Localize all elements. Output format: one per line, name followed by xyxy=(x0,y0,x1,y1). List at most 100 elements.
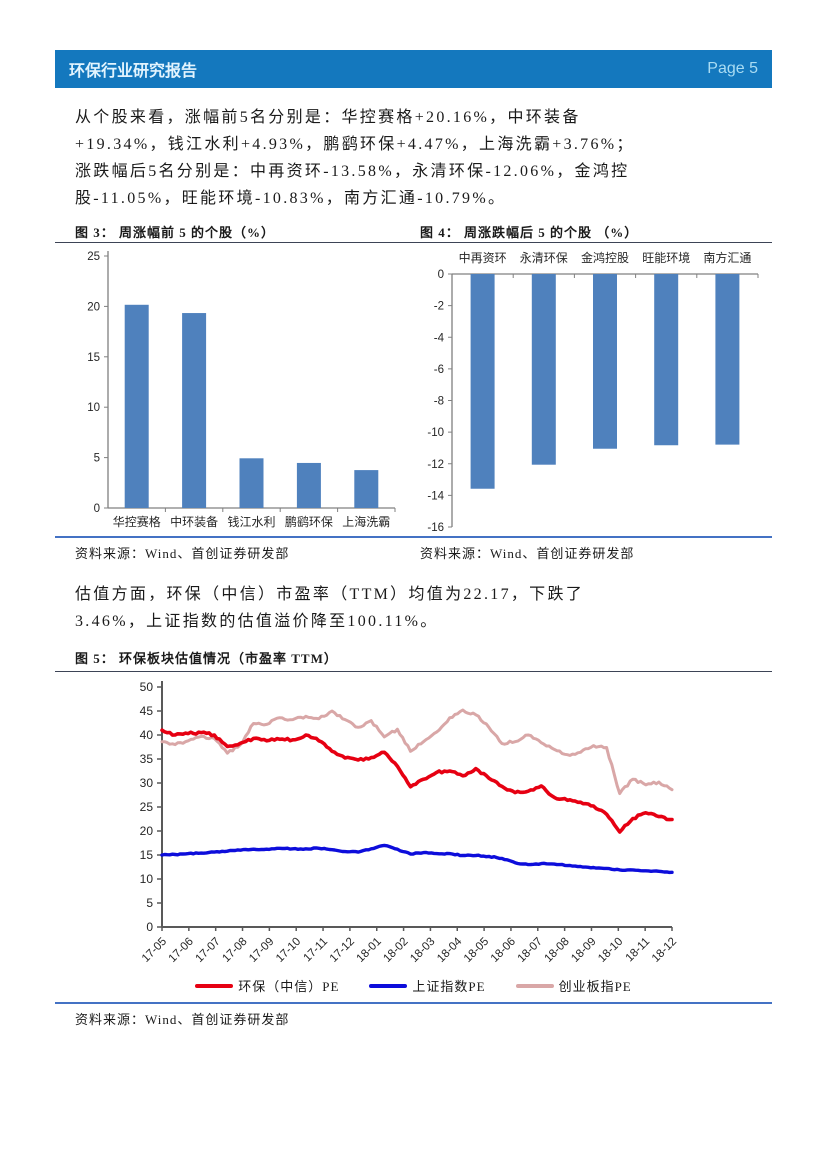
x-tick-label: 18-10 xyxy=(596,936,625,965)
bar-中再资环 xyxy=(470,274,495,489)
y-tick-label: 0 xyxy=(94,503,100,515)
legend-swatch-icon xyxy=(369,983,408,988)
paragraph-stock-performance: 从个股来看，涨幅前5名分别是：华控赛格+20.16%，中环装备+19.34%，钱… xyxy=(75,109,635,207)
x-tick-label: 17-05 xyxy=(140,936,169,965)
legend-item-0: 环保（中信）PE xyxy=(195,976,339,995)
report-title: 环保行业研究报告 xyxy=(69,63,198,80)
y-tick-label: 10 xyxy=(87,402,100,414)
x-tick-label: 18-01 xyxy=(355,936,384,965)
x-tick-label: 17-09 xyxy=(247,936,276,965)
y-tick-label: 5 xyxy=(94,453,100,465)
figure5-legend: 环保（中信）PE 上证指数PE 创业板指PE xyxy=(55,976,772,995)
figure-title-rule xyxy=(55,242,772,243)
y-tick-label: 25 xyxy=(140,800,154,814)
bar-南方汇通 xyxy=(715,274,740,445)
x-tick-label: 18-04 xyxy=(435,935,465,965)
figure-title-row: 图 3： 周涨幅前 5 的个股（%） 图 4： 周涨跌幅后 5 的个股 （%） xyxy=(55,224,772,242)
y-tick-label: 10 xyxy=(140,872,154,886)
y-tick-label: -6 xyxy=(434,364,444,376)
x-tick-label: 17-07 xyxy=(194,936,223,965)
category-label: 钱江水利 xyxy=(227,514,275,529)
legend-item-1: 上证指数PE xyxy=(369,976,485,995)
bar-华控赛格 xyxy=(124,304,149,508)
bar-金鸿控股 xyxy=(593,274,617,449)
x-tick-label: 18-05 xyxy=(462,936,491,965)
bar-钱江水利 xyxy=(239,458,264,508)
bar-中环装备 xyxy=(182,313,207,508)
charts-bottom-rule xyxy=(55,536,772,538)
x-tick-label: 18-08 xyxy=(542,936,571,965)
y-tick-label: 45 xyxy=(140,704,154,718)
category-label: 中再资环 xyxy=(459,250,507,265)
y-tick-label: -4 xyxy=(434,332,445,344)
figure3-bar-chart: 0 5 10 15 20 25 华控赛格 中环装备 钱江水利 鹏鹞环保 上海洗霸 xyxy=(87,251,396,529)
figure5-source-row: 资料来源：Wind、首创证券研发部 xyxy=(55,1009,772,1028)
series-line-2 xyxy=(160,708,674,796)
figure5-title-rule xyxy=(55,671,772,672)
bar-鹏鹞环保 xyxy=(296,462,321,508)
category-label: 鹏鹞环保 xyxy=(285,514,333,529)
page-number: Page 5 xyxy=(707,60,758,77)
paragraph-valuation: 估值方面，环保（中信）市盈率（TTM）均值为22.17，下跌了3.46%，上证指… xyxy=(75,586,585,630)
report-content: 环保行业研究报告 Page 5 从个股来看，涨幅前5名分别是：华控赛格+20.1… xyxy=(55,50,772,1028)
figure4-source: 资料来源：Wind、首创证券研发部 xyxy=(420,546,635,561)
figure3-source: 资料来源：Wind、首创证券研发部 xyxy=(75,546,290,561)
x-tick-label: 18-12 xyxy=(650,936,679,965)
legend-label: 创业板指PE xyxy=(558,979,632,994)
bar-charts-row: 0 5 10 15 20 25 华控赛格 中环装备 钱江水利 鹏鹞环保 上海洗霸 0 -2 -4 -6 -8… xyxy=(55,246,772,536)
x-tick-label: 18-07 xyxy=(516,936,545,965)
series-line-0 xyxy=(160,728,674,834)
x-tick-label: 17-08 xyxy=(220,936,249,965)
figure4-bar-chart: 0 -2 -4 -6 -8 -10 -12 -14 -16 中再资环 永清环保 金鸿控股 旺能环境 南方汇… xyxy=(427,250,759,534)
figure3-title: 图 3： 周涨幅前 5 的个股（%） xyxy=(75,225,276,240)
category-label: 上海洗霸 xyxy=(342,514,390,529)
figure4-title: 图 4： 周涨跌幅后 5 的个股 （%） xyxy=(420,225,639,240)
x-tick-label: 18-06 xyxy=(489,936,518,965)
x-tick-label: 17-10 xyxy=(274,936,303,965)
y-tick-label: 20 xyxy=(87,301,100,313)
y-tick-label: -12 xyxy=(427,459,444,471)
x-tick-label: 17-06 xyxy=(167,936,196,965)
category-label: 永清环保 xyxy=(520,251,568,265)
y-tick-label: 40 xyxy=(140,728,154,742)
y-tick-label: 5 xyxy=(146,896,153,910)
y-tick-label: 0 xyxy=(146,920,153,934)
y-tick-label: 0 xyxy=(438,269,444,281)
bar-旺能环境 xyxy=(654,274,679,446)
legend-label: 环保（中信）PE xyxy=(238,979,340,994)
category-label: 中环装备 xyxy=(170,514,218,529)
category-label: 南方汇通 xyxy=(703,250,751,265)
report-header-bar: 环保行业研究报告 Page 5 xyxy=(55,50,772,88)
y-tick-label: -16 xyxy=(427,522,444,534)
y-tick-label: 35 xyxy=(140,752,154,766)
y-tick-label: -14 xyxy=(427,490,444,502)
y-tick-label: -2 xyxy=(434,301,444,313)
category-label: 金鸿控股 xyxy=(581,250,629,265)
legend-item-2: 创业板指PE xyxy=(515,976,632,995)
figure5-bottom-rule xyxy=(55,1002,772,1004)
y-tick-label: 30 xyxy=(140,776,154,790)
sources-row: 资料来源：Wind、首创证券研发部 资料来源：Wind、首创证券研发部 xyxy=(55,543,772,562)
figure5-source: 资料来源：Wind、首创证券研发部 xyxy=(75,1012,290,1027)
y-tick-label: -8 xyxy=(434,396,444,408)
series-line-1 xyxy=(160,843,674,875)
figure5-line-chart: 0 5 10 15 20 25 30 35 40 45 50 17-0517-0617-0717-08… xyxy=(140,680,679,965)
x-tick-label: 18-11 xyxy=(624,936,653,965)
bar-上海洗霸 xyxy=(354,470,379,508)
y-tick-label: 15 xyxy=(140,848,154,862)
y-tick-label: 25 xyxy=(87,251,100,263)
x-tick-label: 18-03 xyxy=(408,936,437,965)
figure5-title: 图 5： 环保板块估值情况（市盈率 TTM） xyxy=(75,651,338,666)
y-tick-label: 20 xyxy=(140,824,154,838)
legend-swatch-icon xyxy=(195,983,234,988)
legend-label: 上证指数PE xyxy=(412,979,486,994)
y-tick-label: 50 xyxy=(140,680,154,694)
legend-swatch-icon xyxy=(515,983,554,988)
category-label: 华控赛格 xyxy=(113,514,161,529)
y-tick-label: -10 xyxy=(427,427,444,439)
x-tick-label: 18-02 xyxy=(381,936,410,965)
x-tick-label: 17-11 xyxy=(301,936,330,965)
x-tick-label: 18-09 xyxy=(569,936,598,965)
category-label: 旺能环境 xyxy=(642,250,690,265)
